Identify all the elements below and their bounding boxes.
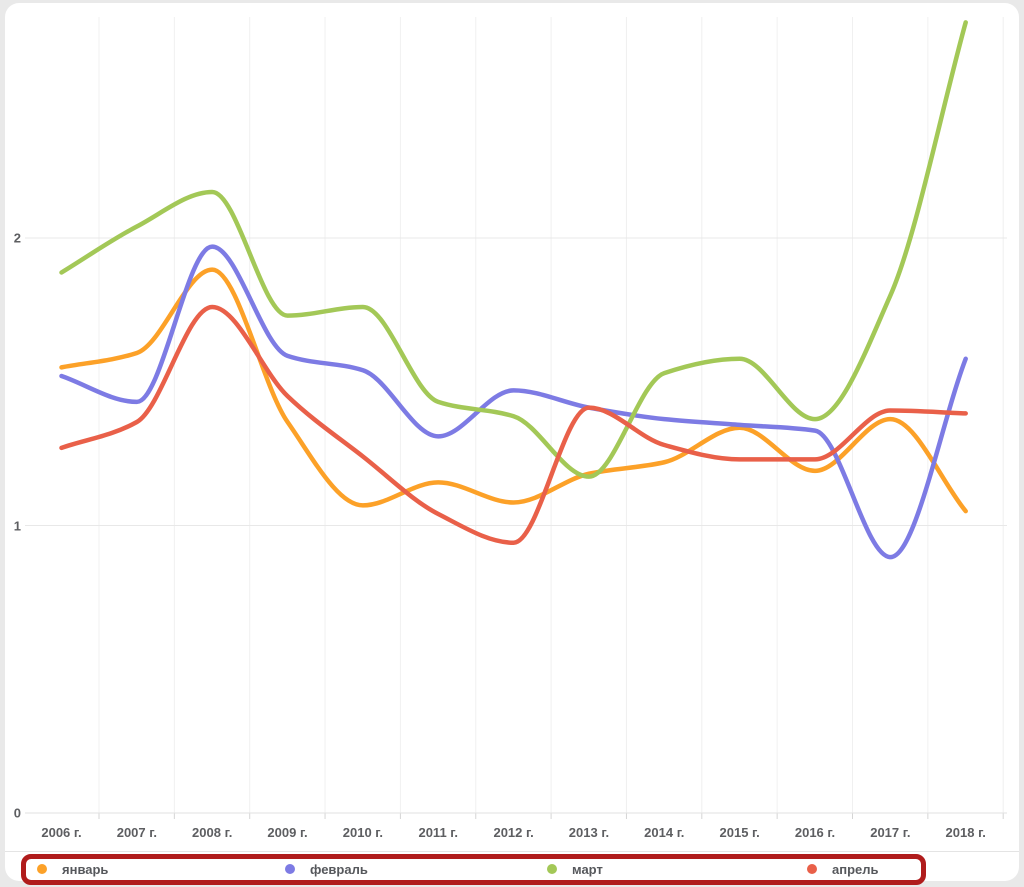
legend-item-label: апрель <box>832 861 879 877</box>
x-axis-label: 2008 г. <box>192 825 233 840</box>
line-chart-canvas <box>25 17 1007 819</box>
legend-item-апрель[interactable]: апрель <box>807 858 879 880</box>
legend-item-март[interactable]: март <box>547 858 603 880</box>
x-axis-label: 2011 г. <box>418 825 459 840</box>
x-axis-label: 2015 г. <box>719 825 760 840</box>
legend-item-январь[interactable]: январь <box>37 858 108 880</box>
legend-divider <box>5 851 1019 852</box>
legend-item-label: март <box>572 861 603 877</box>
y-axis-label: 0 <box>13 805 21 821</box>
x-axis-label: 2012 г. <box>493 825 534 840</box>
x-axis-label: 2006 г. <box>41 825 82 840</box>
x-axis-label: 2010 г. <box>342 825 384 840</box>
legend-dot-icon <box>37 864 47 874</box>
legend-dot-icon <box>547 864 557 874</box>
x-axis-label: 2017 г. <box>870 825 911 840</box>
legend-dot-icon <box>807 864 817 874</box>
legend-item-февраль[interactable]: февраль <box>285 858 368 880</box>
y-axis-label: 1 <box>13 518 21 533</box>
series-line-февраль <box>59 244 968 560</box>
x-axis-label: 2009 г. <box>267 825 308 840</box>
series-line-апрель <box>59 304 968 545</box>
y-axis-label: 2 <box>13 230 21 246</box>
series-line-январь <box>59 267 968 514</box>
x-axis-label: 2013 г. <box>568 825 610 840</box>
x-axis-label: 2014 г. <box>644 825 685 840</box>
x-axis-label: 2007 г. <box>116 825 157 840</box>
legend-dot-icon <box>285 864 295 874</box>
series-line-март <box>59 20 968 479</box>
x-axis-label: 2016 г. <box>794 825 836 840</box>
legend-item-label: февраль <box>310 861 368 877</box>
x-axis-label: 2018 г. <box>945 825 986 840</box>
legend-item-label: январь <box>62 861 109 877</box>
